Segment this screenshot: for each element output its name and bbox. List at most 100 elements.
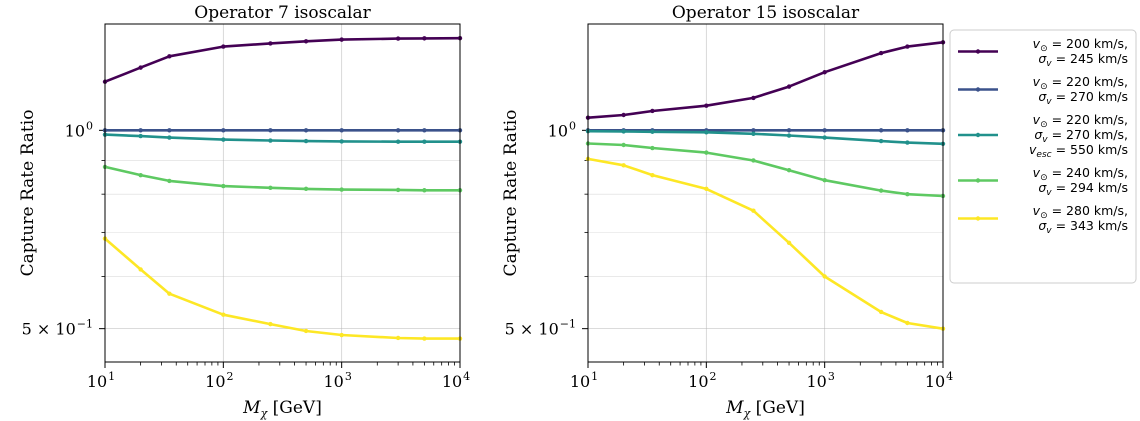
legend-marker [975,178,981,183]
chart-title: Operator 15 isoscalar [672,3,860,23]
data-point [822,135,827,140]
legend-label: σv = 270 km/s, [1034,127,1128,145]
data-point [138,172,143,178]
data-point [878,128,884,133]
data-point [704,186,709,192]
series-line-5 [104,237,460,340]
data-point [822,128,827,133]
data-point [621,142,626,148]
data-point [138,133,143,139]
data-point [422,336,427,341]
data-point [303,128,309,133]
data-point [905,128,910,133]
data-point [422,36,427,41]
data-point [786,84,792,89]
data-point [786,128,792,133]
chart-panel-1: 101 102 103 104 100 5 × 10−1 Operator 7 isosca… [18,3,470,420]
data-point [704,103,709,108]
series-line-1 [587,41,944,119]
legend-label: v⊙ = 200 km/s, [1033,36,1128,54]
series-line-3 [587,129,944,146]
x-tick-label: 104 [925,370,953,391]
data-point [221,137,226,142]
data-point [339,139,344,144]
data-point [621,129,626,134]
legend-label: v⊙ = 220 km/s, [1033,112,1128,130]
data-point [221,44,226,49]
data-point [339,187,344,192]
legend-marker [975,49,981,54]
y-axis-label: Capture Rate Ratio [18,110,38,277]
x-tick-label: 103 [323,370,351,391]
x-tick-label: 101 [87,370,115,391]
plot-frame [587,23,944,363]
data-point [751,128,756,133]
legend-label: v⊙ = 220 km/s, [1033,74,1128,92]
legend-entry: v⊙ = 280 km/s,σv = 343 km/s [958,203,1128,236]
series-line-1 [104,36,461,83]
y-tick-label: 100 [548,119,576,140]
data-point [268,138,273,143]
data-point [268,321,273,327]
data-point [167,291,172,296]
data-point [339,37,344,42]
data-point [751,158,756,163]
data-point [621,112,626,118]
data-point [905,320,910,326]
data-point [621,163,626,168]
data-point [268,41,273,46]
data-point [650,129,655,134]
data-point [822,274,827,279]
data-point [878,309,884,315]
legend-label: σv = 245 km/s [1038,51,1128,69]
data-point [395,187,401,193]
data-point [650,145,655,151]
data-point [422,188,427,193]
data-point [822,70,827,75]
data-point [905,140,910,145]
data-point [167,128,172,133]
legend-label: vesc = 550 km/s [1029,142,1128,160]
legend-label: σv = 270 km/s [1038,89,1128,107]
y-tick-label: 5 × 10−1 [505,318,576,339]
x-tick-label: 102 [688,370,716,391]
legend-entry: v⊙ = 200 km/s,σv = 245 km/s [958,36,1128,69]
data-point [786,240,792,245]
legend-entry: v⊙ = 220 km/s,σv = 270 km/s [958,74,1128,107]
legend-marker [975,216,981,221]
legend-label: v⊙ = 240 km/s, [1033,165,1128,183]
x-tick-label: 104 [442,370,470,391]
data-point [395,128,401,133]
x-axis-label: Mχ [GeV] [725,398,805,420]
data-point [221,183,226,189]
series-line-4 [104,165,460,192]
data-point [905,191,910,197]
series-line-5 [587,157,944,330]
data-point [167,54,172,59]
data-point [395,36,401,41]
series-line-3 [104,133,460,143]
data-point [221,312,226,317]
data-point [878,138,884,144]
data-point [303,138,309,144]
x-axis-label: Mχ [GeV] [242,398,322,420]
y-tick-label: 100 [65,119,93,140]
data-point [650,172,655,178]
data-point [422,139,427,144]
data-point [221,128,226,133]
data-point [303,186,309,192]
data-point [138,65,143,70]
y-axis-label: Capture Rate Ratio [501,110,521,277]
x-tick-label: 103 [806,370,834,391]
data-point [650,108,655,114]
data-point [339,128,344,133]
legend-entry: v⊙ = 220 km/s,σv = 270 km/s,vesc = 550 k… [958,112,1128,160]
data-point [786,133,792,138]
data-point [303,328,309,334]
chart-title: Operator 7 isoscalar [194,3,371,23]
data-point [822,178,827,183]
legend-label: σv = 343 km/s [1038,218,1128,236]
data-point [303,39,309,44]
data-point [905,44,910,49]
